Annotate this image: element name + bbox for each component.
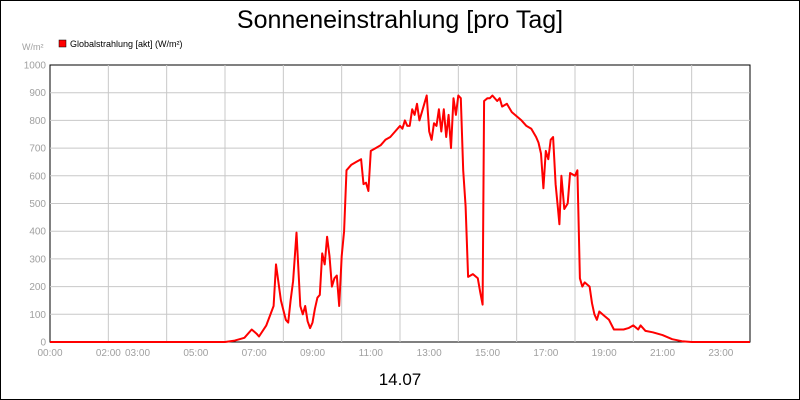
y-tick-label: 100 (29, 310, 46, 321)
chart-title: Sonneneinstrahlung [pro Tag] (237, 6, 563, 34)
y-tick-label: 900 (29, 88, 46, 99)
y-tick-label: 400 (29, 227, 46, 238)
y-tick-label: 0 (40, 338, 46, 349)
y-tick-label: 600 (29, 171, 46, 182)
x-tick-label: 11:00 (359, 348, 384, 359)
x-tick-labels: 00:00 02:00 03:00 05:00 07:00 09:00 11:00 13:00… (37, 348, 733, 359)
x-tick-label: 15:00 (475, 348, 500, 359)
grid-layer (50, 65, 750, 342)
legend-label: Globalstrahlung [akt] (W/m²) (70, 39, 183, 49)
y-tick-label: 700 (29, 144, 46, 155)
x-tick-label: 03:00 (125, 348, 150, 359)
x-tick-label: 13:00 (417, 348, 442, 359)
x-tick-label: 23:00 (708, 348, 733, 359)
x-tick-label: 21:00 (650, 348, 675, 359)
date-label: 14.07 (379, 370, 422, 389)
y-tick-labels: 0 100 200 300 400 500 600 700 800 900 1000 (24, 61, 47, 349)
series-line-globalstrahlung (50, 94, 750, 343)
series-layer (50, 94, 750, 343)
x-tick-label: 05:00 (183, 348, 208, 359)
x-tick-label: 17:00 (533, 348, 558, 359)
y-tick-label: 200 (29, 282, 46, 293)
y-tick-label: 800 (29, 116, 46, 127)
y-tick-label: 500 (29, 199, 46, 210)
x-tick-label: 07:00 (242, 348, 267, 359)
y-axis-unit: W/m² (22, 42, 44, 52)
x-tick-label: 09:00 (300, 348, 325, 359)
x-tick-label: 00:00 (37, 348, 62, 359)
y-tick-label: 300 (29, 254, 46, 265)
y-tick-label: 1000 (24, 61, 47, 72)
x-tick-label: 19:00 (592, 348, 617, 359)
x-tick-label: 02:00 (96, 348, 121, 359)
legend-swatch (58, 39, 67, 48)
